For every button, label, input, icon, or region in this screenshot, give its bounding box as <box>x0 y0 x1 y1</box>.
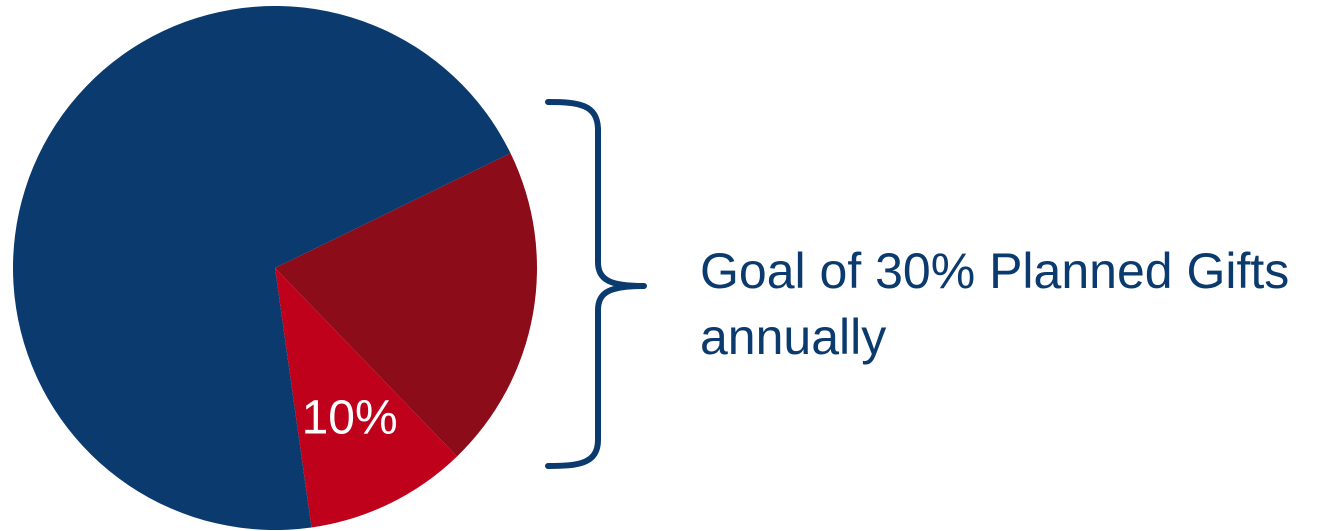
pie-slices <box>12 5 537 530</box>
pie-slice-3 <box>275 268 458 528</box>
pie-slice-label-3: 10% <box>302 392 398 445</box>
goal-annotation: Goal of 30% Planned Gifts annually <box>700 238 1330 370</box>
goal-annotation-line-2: annually <box>700 309 887 365</box>
right-curly-bracket <box>545 99 647 469</box>
pie-data-labels: 10% <box>302 392 398 445</box>
goal-annotation-line-1: Goal of 30% Planned Gifts <box>700 243 1290 299</box>
pie-slice-1 <box>12 5 511 530</box>
pie-slice-2 <box>275 153 537 457</box>
